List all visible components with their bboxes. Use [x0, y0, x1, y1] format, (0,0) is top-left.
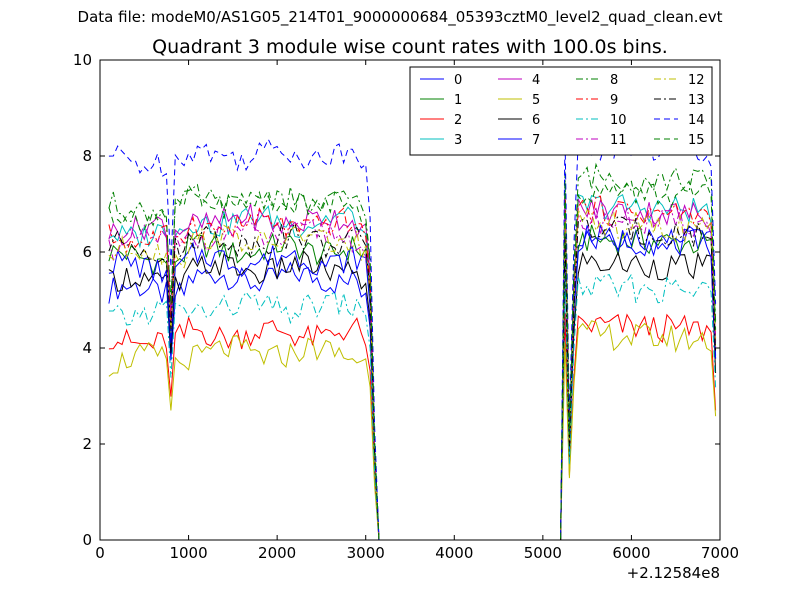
- y-tick-label: 10: [73, 51, 92, 69]
- legend-label-7: 7: [532, 133, 540, 148]
- x-tick-label: 0: [95, 544, 105, 562]
- x-offset-label: +2.12584e8: [627, 564, 720, 582]
- legend-label-14: 14: [688, 113, 705, 128]
- legend-label-15: 15: [688, 133, 705, 148]
- y-tick-label: 6: [82, 243, 92, 261]
- legend-label-8: 8: [610, 73, 618, 88]
- legend-label-6: 6: [532, 113, 540, 128]
- y-tick-label: 4: [82, 339, 92, 357]
- series-line-12: [108, 209, 717, 541]
- x-tick-label: 7000: [701, 544, 739, 562]
- series-line-10: [108, 272, 717, 541]
- legend-box: [409, 66, 713, 156]
- x-tick-label: 2000: [258, 544, 296, 562]
- series-line-7: [108, 224, 717, 541]
- legend-label-11: 11: [610, 133, 627, 148]
- legend-label-5: 5: [532, 93, 540, 108]
- x-tick-label: 5000: [524, 544, 562, 562]
- series-line-4: [108, 198, 717, 541]
- legend-label-13: 13: [688, 93, 705, 108]
- series-line-5: [108, 320, 717, 541]
- series-line-6: [108, 250, 717, 541]
- legend-label-9: 9: [610, 93, 618, 108]
- series-lines: [108, 134, 717, 541]
- series-line-15: [108, 180, 717, 541]
- y-tick-label: 8: [82, 147, 92, 165]
- x-tick-label: 3000: [347, 544, 385, 562]
- plot-frame: [99, 59, 721, 541]
- legend-label-12: 12: [688, 73, 705, 88]
- series-line-9: [108, 195, 717, 541]
- series-line-13: [108, 216, 717, 541]
- figure-suptitle: Data file: modeM0/AS1G05_214T01_90000006…: [77, 8, 723, 26]
- x-tick-label: 4000: [435, 544, 473, 562]
- legend-label-10: 10: [610, 113, 627, 128]
- x-tick-label: 1000: [169, 544, 207, 562]
- legend-label-1: 1: [454, 93, 462, 108]
- series-line-3: [108, 193, 717, 541]
- series-line-0: [108, 225, 717, 541]
- legend-label-4: 4: [532, 73, 540, 88]
- legend-label-3: 3: [454, 133, 462, 148]
- series-line-11: [108, 207, 717, 541]
- legend-label-0: 0: [454, 73, 462, 88]
- chart-title: Quadrant 3 module wise count rates with …: [152, 36, 668, 58]
- series-line-8: [108, 162, 717, 541]
- y-tick-label: 0: [82, 531, 92, 549]
- series-line-2: [108, 313, 717, 541]
- x-tick-label: 6000: [612, 544, 650, 562]
- legend-label-2: 2: [454, 113, 462, 128]
- y-tick-label: 2: [82, 435, 92, 453]
